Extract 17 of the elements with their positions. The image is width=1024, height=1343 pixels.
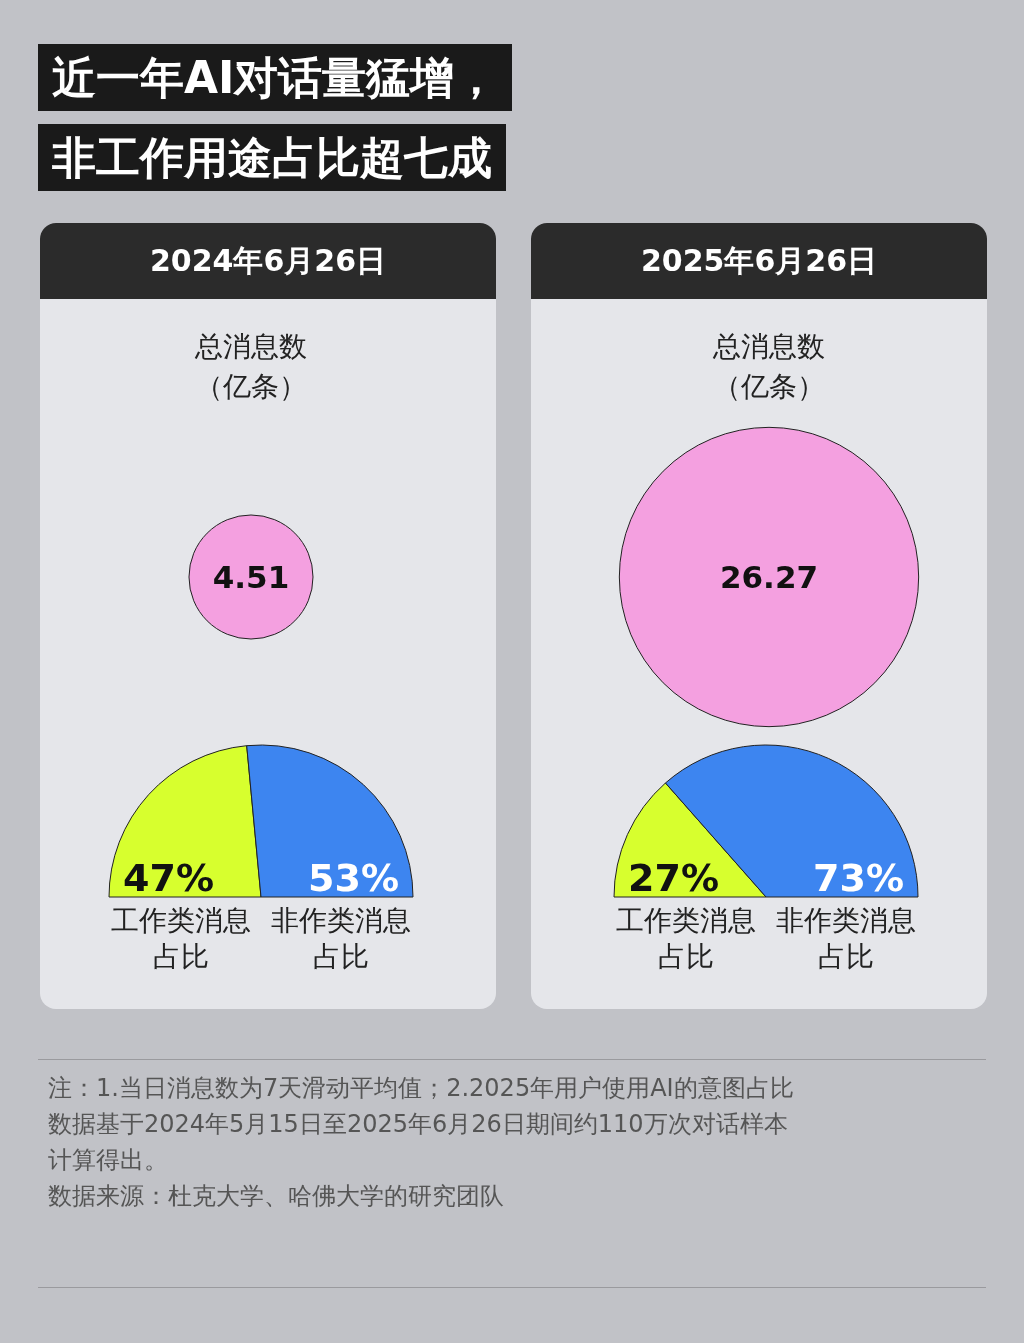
- text: 2025年6月26日: [531, 223, 987, 299]
- data-label: 53%: [308, 856, 399, 900]
- slice-label: 非作类消息占比: [270, 903, 412, 975]
- data-label: 47%: [123, 856, 214, 900]
- text: 总消息数（亿条）: [712, 329, 826, 405]
- slice-label: 工作类消息占比: [615, 903, 757, 975]
- text: 注：1.当日消息数为7天滑动平均值；2.2025年用户使用AI的意图占比数据基于2024年5月15日至2025年6月26日期间约110万次对话样本计算得出。: [48, 1073, 795, 1176]
- slice-label: 工作类消息占比: [110, 903, 252, 975]
- data-label: 73%: [813, 856, 904, 900]
- text: 近一年AI对话量猛增，非工作用途占比超七成: [38, 44, 513, 191]
- data-label: 4.51: [212, 559, 290, 595]
- text: 总消息数（亿条）: [194, 329, 308, 405]
- data-label: 26.27: [719, 559, 819, 595]
- data-label: 27%: [628, 856, 719, 900]
- source-note: 数据来源：杜克大学、哈佛大学的研究团队: [48, 1181, 505, 1212]
- slice-label: 非作类消息占比: [775, 903, 917, 975]
- text: 2024年6月26日: [40, 223, 496, 299]
